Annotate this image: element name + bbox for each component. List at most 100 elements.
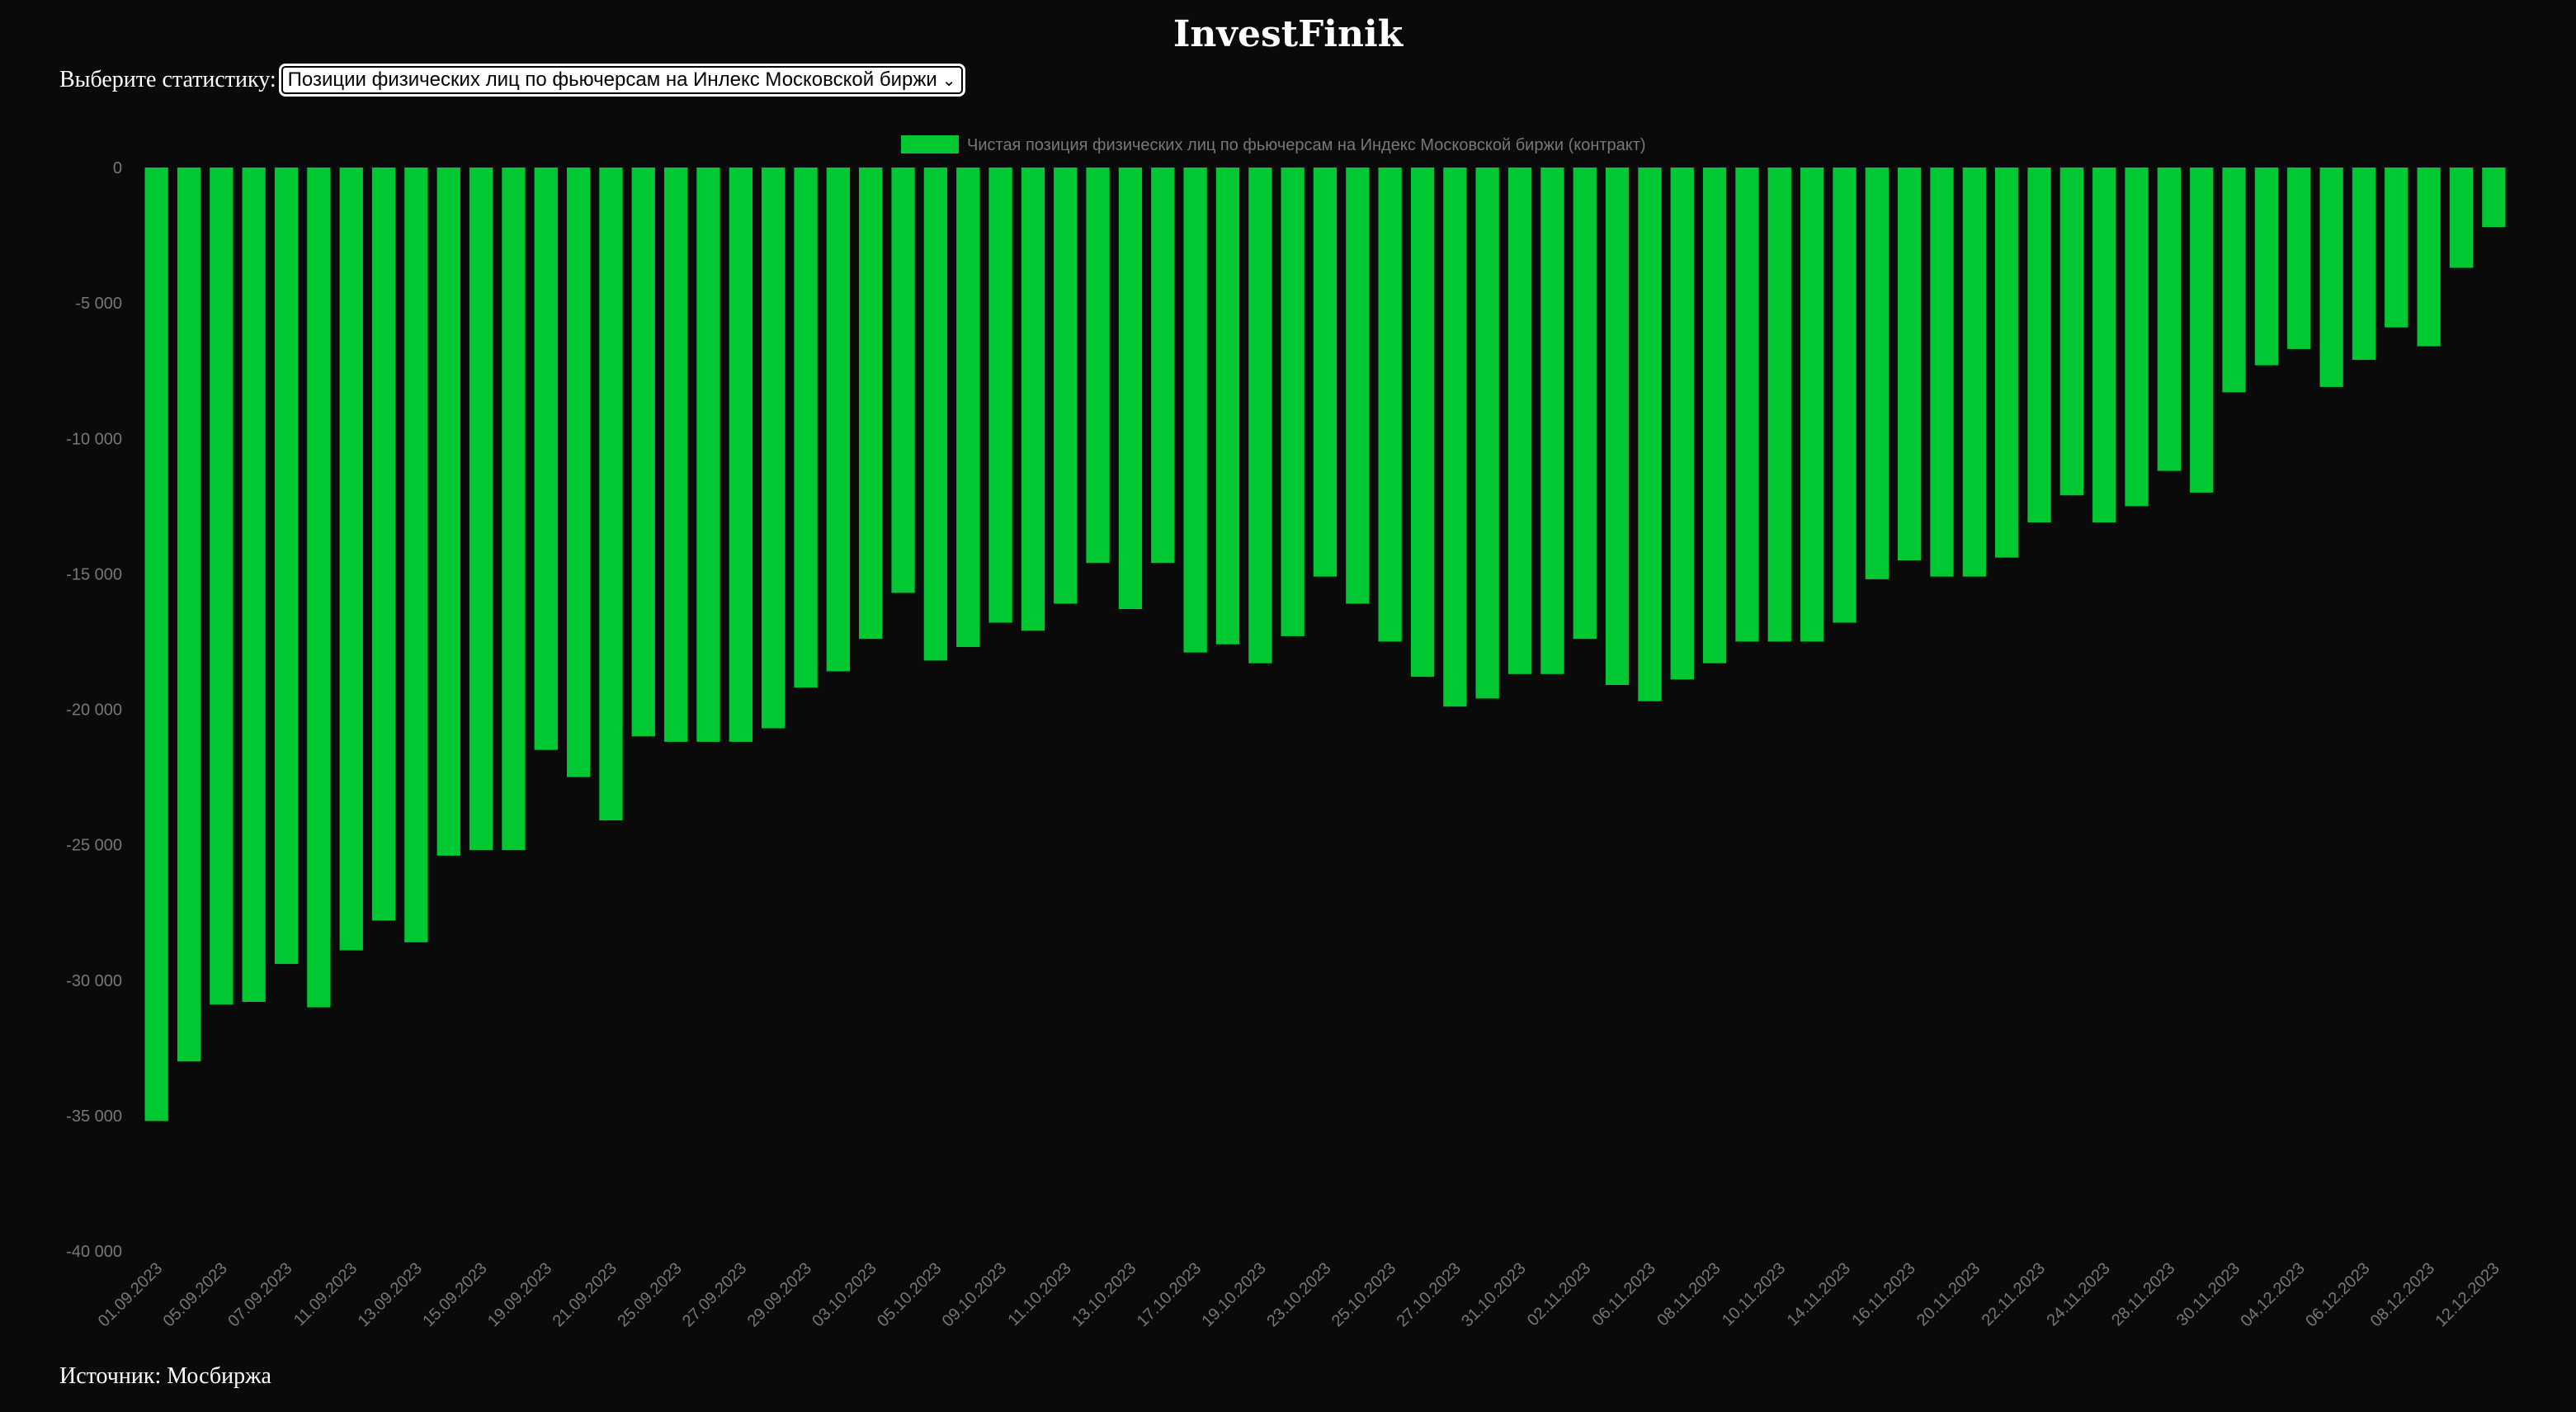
- bar[interactable]: [2027, 168, 2051, 522]
- bar[interactable]: [2092, 168, 2116, 522]
- bar[interactable]: [1767, 168, 1791, 642]
- y-tick-label: -30 000: [66, 972, 122, 990]
- legend-label: Чистая позиция физических лиц по фьючерс…: [967, 136, 1646, 154]
- bar[interactable]: [2125, 168, 2149, 507]
- bar[interactable]: [1021, 168, 1045, 631]
- bar[interactable]: [1670, 168, 1694, 680]
- bar[interactable]: [956, 168, 980, 647]
- bar[interactable]: [1378, 168, 1402, 642]
- x-tick-label: 27.10.2023: [1394, 1259, 1465, 1330]
- bar[interactable]: [631, 168, 655, 737]
- x-axis: 01.09.202305.09.202307.09.202311.09.2023…: [95, 1259, 2503, 1330]
- bar[interactable]: [2417, 168, 2441, 347]
- bar[interactable]: [371, 168, 396, 921]
- x-tick-label: 27.09.2023: [679, 1259, 750, 1330]
- bar[interactable]: [534, 168, 558, 750]
- bar[interactable]: [1183, 168, 1207, 653]
- bar[interactable]: [1962, 168, 1986, 577]
- bar[interactable]: [1930, 168, 1954, 577]
- bar[interactable]: [2319, 168, 2343, 387]
- bar[interactable]: [923, 168, 947, 661]
- bar[interactable]: [274, 168, 299, 965]
- bar[interactable]: [1898, 168, 1922, 560]
- x-tick-label: 16.11.2023: [1848, 1259, 1918, 1329]
- x-tick-label: 14.11.2023: [1784, 1259, 1854, 1329]
- bar[interactable]: [2157, 168, 2181, 471]
- bar[interactable]: [859, 168, 883, 640]
- bar[interactable]: [696, 168, 720, 742]
- bar[interactable]: [339, 168, 363, 951]
- x-tick-label: 07.09.2023: [224, 1259, 295, 1330]
- x-tick-label: 25.10.2023: [1328, 1259, 1399, 1330]
- bar[interactable]: [1702, 168, 1727, 663]
- bar[interactable]: [891, 168, 915, 593]
- x-tick-label: 05.10.2023: [874, 1259, 945, 1330]
- bar[interactable]: [1638, 168, 1662, 701]
- bar[interactable]: [762, 168, 786, 729]
- bar[interactable]: [177, 168, 201, 1062]
- site-title: InvestFinik: [1172, 13, 1404, 55]
- x-tick-label: 22.11.2023: [1979, 1259, 2049, 1329]
- bar[interactable]: [2222, 168, 2246, 393]
- bar[interactable]: [729, 168, 753, 742]
- y-tick-label: -5 000: [75, 295, 122, 313]
- bar[interactable]: [2190, 168, 2214, 493]
- bar[interactable]: [567, 168, 591, 777]
- legend-swatch: [901, 135, 959, 153]
- bar[interactable]: [1410, 168, 1435, 678]
- bar[interactable]: [1443, 168, 1467, 707]
- x-tick-label: 01.09.2023: [95, 1259, 166, 1330]
- bar[interactable]: [1151, 168, 1175, 564]
- bar[interactable]: [2449, 168, 2474, 268]
- bar[interactable]: [307, 168, 331, 1008]
- x-tick-label: 13.10.2023: [1069, 1259, 1139, 1330]
- bar[interactable]: [1215, 168, 1240, 645]
- bar[interactable]: [1086, 168, 1110, 564]
- bar[interactable]: [2352, 168, 2376, 361]
- bar[interactable]: [1475, 168, 1499, 699]
- bar[interactable]: [1833, 168, 1857, 623]
- x-tick-label: 11.09.2023: [290, 1259, 361, 1329]
- bar[interactable]: [1540, 168, 1564, 674]
- chart-legend[interactable]: Чистая позиция физических лиц по фьючерс…: [901, 135, 1646, 154]
- bar[interactable]: [2385, 168, 2409, 328]
- bar[interactable]: [1507, 168, 1532, 674]
- bar[interactable]: [988, 168, 1012, 623]
- bar[interactable]: [2287, 168, 2311, 349]
- bar[interactable]: [1118, 168, 1143, 609]
- bar[interactable]: [1800, 168, 1824, 642]
- bar[interactable]: [1865, 168, 1889, 579]
- statistic-select-value: Позиции физических лиц по фьючерсам на И…: [287, 68, 937, 91]
- bar[interactable]: [2059, 168, 2083, 496]
- bar[interactable]: [826, 168, 850, 672]
- bar[interactable]: [1248, 168, 1272, 663]
- x-tick-label: 23.10.2023: [1263, 1259, 1334, 1330]
- bar[interactable]: [1054, 168, 1078, 604]
- bar[interactable]: [404, 168, 428, 942]
- bar[interactable]: [599, 168, 623, 821]
- bar[interactable]: [469, 168, 493, 851]
- statistic-select[interactable]: Позиции физических лиц по фьючерсам на И…: [278, 64, 965, 97]
- bar[interactable]: [664, 168, 688, 742]
- bar[interactable]: [1573, 168, 1597, 640]
- bar[interactable]: [144, 168, 168, 1122]
- bar[interactable]: [242, 168, 266, 1002]
- x-tick-label: 02.11.2023: [1524, 1259, 1594, 1329]
- chevron-down-icon: ⌄: [941, 71, 956, 90]
- bar[interactable]: [210, 168, 234, 1005]
- bar[interactable]: [1281, 168, 1305, 636]
- bar[interactable]: [1735, 168, 1759, 642]
- bar[interactable]: [794, 168, 818, 688]
- bar[interactable]: [1605, 168, 1630, 685]
- bar[interactable]: [436, 168, 460, 856]
- x-tick-label: 08.11.2023: [1654, 1259, 1724, 1329]
- bar[interactable]: [2482, 168, 2506, 228]
- x-tick-label: 09.10.2023: [939, 1259, 1010, 1330]
- bar[interactable]: [502, 168, 526, 851]
- bar[interactable]: [1346, 168, 1370, 604]
- bar[interactable]: [1995, 168, 2019, 558]
- bar[interactable]: [2254, 168, 2279, 366]
- bar[interactable]: [1313, 168, 1338, 577]
- x-tick-label: 25.09.2023: [614, 1259, 685, 1330]
